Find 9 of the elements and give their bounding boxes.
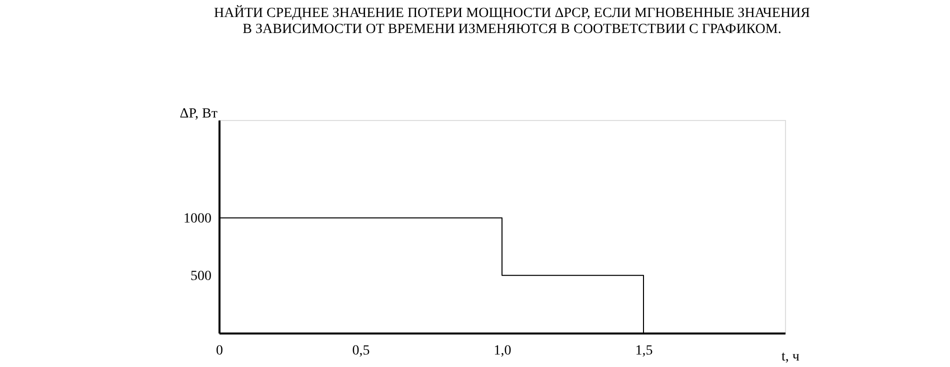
- x-tick-label: 0,5: [352, 344, 370, 358]
- chart-title: НАЙТИ СРЕДНЕЕ ЗНАЧЕНИЕ ПОТЕРИ МОЩНОСТИ ΔPСР, ЕСЛИ МГНОВЕННЫЕ ЗНАЧЕНИЯ В ЗАВИСИМОСТИ ОТ ВРЕМЕНИ ИЗМЕНЯЮТСЯ В СООТВЕТСТВИИ С ГРАФИКОМ.: [214, 5, 810, 37]
- y-axis-title: ΔP, Вт: [180, 106, 218, 122]
- x-axis-title: t, ч: [782, 350, 800, 364]
- x-tick-label: 1,0: [494, 344, 512, 358]
- y-tick-label: 1000: [184, 211, 212, 226]
- y-tick-label: 500: [190, 268, 212, 284]
- x-tick-label: 0: [216, 344, 223, 358]
- x-tick-label: 1,5: [635, 344, 653, 358]
